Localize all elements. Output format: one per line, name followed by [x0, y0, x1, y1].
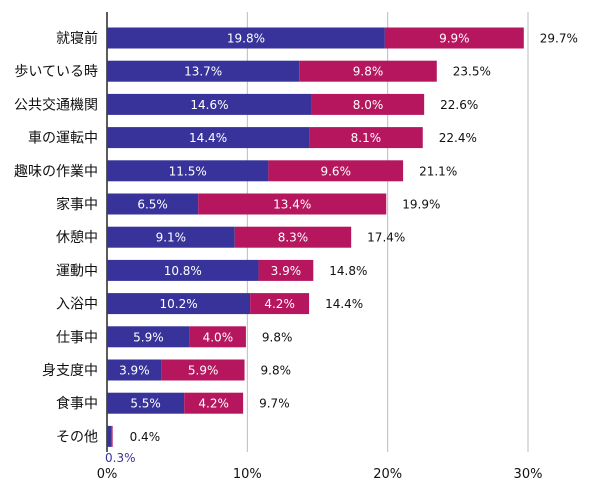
total-value-label: 0.4%: [130, 430, 161, 444]
labels: 0% 10% 20% 30% 就寝前 19.8% 9.9% 29.7% 歩いている時 13.7% 9…: [14, 30, 578, 482]
bar-segment-series-2: [198, 193, 387, 215]
total-value-label: 17.4%: [367, 231, 405, 245]
segment-value-label: 5.5%: [130, 397, 161, 411]
segment-value-label: 6.5%: [137, 198, 168, 212]
segment-value-label: 14.4%: [189, 131, 227, 145]
bar-segment-series-1: [107, 326, 190, 348]
category-label: 趣味の作業中: [14, 164, 98, 180]
segment-value-label: 8.0%: [353, 98, 384, 112]
segment-value-label: 4.0%: [203, 330, 234, 344]
segment-value-label: 4.2%: [264, 297, 295, 311]
segment-value-label: 9.9%: [439, 32, 470, 46]
segment-value-label: 19.8%: [227, 32, 265, 46]
total-value-label: 9.8%: [262, 330, 293, 344]
total-value-label: 9.7%: [259, 397, 290, 411]
segment-value-label: 4.2%: [198, 397, 229, 411]
bar-segment-series-1: [107, 226, 235, 248]
bar-segment-series-2: [161, 359, 245, 381]
total-value-label: 23.5%: [453, 65, 491, 79]
segment-value-label: 5.9%: [188, 364, 219, 378]
segment-value-label: 11.5%: [169, 164, 207, 178]
bar-segment-series-2: [111, 425, 113, 447]
segment-value-label: 14.6%: [190, 98, 228, 112]
bar-segment-series-2: [250, 293, 310, 315]
bar-segment-series-2: [268, 160, 404, 182]
segment-value-label: 0.3%: [105, 451, 136, 465]
segment-value-label: 9.1%: [156, 231, 187, 245]
x-tick-label: 0%: [97, 467, 118, 482]
bar-segment-series-2: [299, 60, 437, 82]
segment-value-label: 10.8%: [164, 264, 202, 278]
total-value-label: 29.7%: [540, 32, 578, 46]
bar-segment-series-2: [184, 392, 244, 414]
x-tick-label: 30%: [514, 467, 543, 482]
bar-segment-series-1: [107, 425, 112, 447]
bar-segment-series-2: [311, 93, 425, 115]
bar-segment-series-1: [107, 60, 300, 82]
segment-value-label: 13.4%: [273, 198, 311, 212]
category-label: 休憩中: [56, 229, 98, 246]
total-value-label: 19.9%: [402, 198, 440, 212]
segment-value-label: 5.9%: [133, 330, 164, 344]
category-label: 運動中: [56, 263, 98, 279]
segment-value-label: 9.8%: [353, 65, 384, 79]
total-value-label: 22.4%: [439, 131, 477, 145]
bar-segment-series-2: [309, 127, 423, 149]
segment-value-label: 9.6%: [320, 164, 351, 178]
x-tick-label: 10%: [233, 467, 262, 482]
category-label: 仕事中: [56, 330, 98, 346]
bar-segment-series-2: [189, 326, 246, 348]
category-label: 車の運転中: [28, 130, 98, 147]
bar-segment-series-2: [384, 27, 524, 49]
total-value-label: 14.8%: [329, 264, 367, 278]
category-label: 就寝前: [56, 30, 98, 47]
category-label: 歩いている時: [14, 64, 98, 80]
segment-value-label: 3.9%: [271, 264, 302, 278]
total-value-label: 21.1%: [419, 164, 457, 178]
bar-segment-series-1: [107, 359, 162, 381]
bar-segment-series-2: [258, 259, 314, 281]
segment-value-label: 3.9%: [119, 364, 150, 378]
total-value-label: 9.8%: [261, 364, 292, 378]
category-label: 公共交通機関: [14, 96, 98, 113]
bar-segment-series-1: [107, 93, 312, 115]
bar-segment-series-1: [107, 127, 310, 149]
segment-value-label: 13.7%: [184, 65, 222, 79]
category-label: 身支度中: [42, 363, 98, 379]
x-tick-label: 20%: [373, 467, 402, 482]
total-value-label: 14.4%: [325, 297, 363, 311]
category-label: その他: [56, 429, 98, 445]
bar-segment-series-1: [107, 27, 385, 49]
bar-segment-series-2: [234, 226, 352, 248]
category-label: 入浴中: [56, 297, 98, 313]
bar-segment-series-1: [107, 259, 259, 281]
category-label: 食事中: [56, 395, 98, 412]
bars: [107, 27, 524, 447]
bar-segment-series-1: [107, 193, 199, 215]
total-value-label: 22.6%: [440, 98, 478, 112]
bar-segment-series-1: [107, 293, 251, 315]
segment-value-label: 10.2%: [160, 297, 198, 311]
category-label: 家事中: [56, 196, 98, 213]
segment-value-label: 8.3%: [278, 231, 309, 245]
bar-segment-series-1: [107, 160, 269, 182]
segment-value-label: 8.1%: [351, 131, 382, 145]
bar-segment-series-1: [107, 392, 185, 414]
